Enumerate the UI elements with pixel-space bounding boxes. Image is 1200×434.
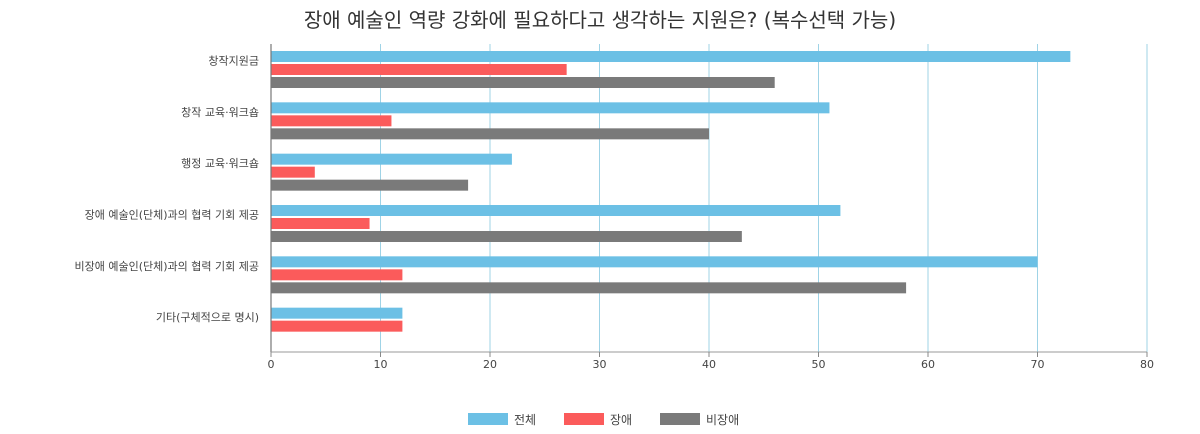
x-tick-label: 60 xyxy=(921,358,935,371)
x-tick-label: 20 xyxy=(483,358,497,371)
bar[interactable] xyxy=(271,102,830,114)
bar[interactable] xyxy=(271,115,392,127)
legend-swatch[interactable] xyxy=(564,413,604,425)
x-tick-label: 80 xyxy=(1140,358,1154,371)
bar[interactable] xyxy=(271,153,512,165)
category-label: 창작지원금 xyxy=(208,55,259,68)
legend-swatch[interactable] xyxy=(660,413,700,425)
category-label: 장애 예술인(단체)과의 협력 기회 제공 xyxy=(85,209,259,222)
category-label: 행정 교육·워크숍 xyxy=(181,157,259,170)
legend-swatch[interactable] xyxy=(468,413,508,425)
legend[interactable]: 전체 장애 비장애 xyxy=(468,413,739,427)
x-tick-label: 10 xyxy=(374,358,388,371)
bar[interactable] xyxy=(271,218,370,229)
bar[interactable] xyxy=(271,269,403,281)
bar[interactable] xyxy=(271,128,709,140)
legend-label[interactable]: 장애 xyxy=(610,413,632,427)
legend-label[interactable]: 전체 xyxy=(514,413,536,427)
bar[interactable] xyxy=(271,256,1038,268)
bar[interactable] xyxy=(271,64,567,75)
bar[interactable] xyxy=(271,282,907,294)
x-tick-label: 30 xyxy=(593,358,607,371)
bar[interactable] xyxy=(271,166,315,178)
bar[interactable] xyxy=(271,77,775,88)
x-tick-label: 0 xyxy=(268,358,275,371)
category-label: 기타(구체적으로 명시) xyxy=(156,311,259,324)
bar[interactable] xyxy=(271,307,403,319)
bar[interactable] xyxy=(271,179,469,191)
x-tick-label: 50 xyxy=(812,358,826,371)
x-tick-label: 40 xyxy=(702,358,716,371)
bar[interactable] xyxy=(271,205,841,216)
category-label: 비장애 예술인(단체)과의 협력 기회 제공 xyxy=(75,260,260,273)
grid-lines xyxy=(380,44,1148,352)
x-tick-label: 70 xyxy=(1031,358,1045,371)
x-axis-ticks: 0 10 20 30 40 50 60 70 80 xyxy=(268,352,1154,371)
chart-title: 장애 예술인 역량 강화에 필요하다고 생각하는 지원은? (복수선택 가능) xyxy=(304,8,896,32)
legend-label[interactable]: 비장애 xyxy=(706,413,739,427)
bar[interactable] xyxy=(271,320,403,332)
bar[interactable] xyxy=(271,51,1071,62)
bars-group xyxy=(271,51,1071,332)
bar[interactable] xyxy=(271,231,742,242)
category-label: 창작 교육·워크숍 xyxy=(181,106,259,119)
